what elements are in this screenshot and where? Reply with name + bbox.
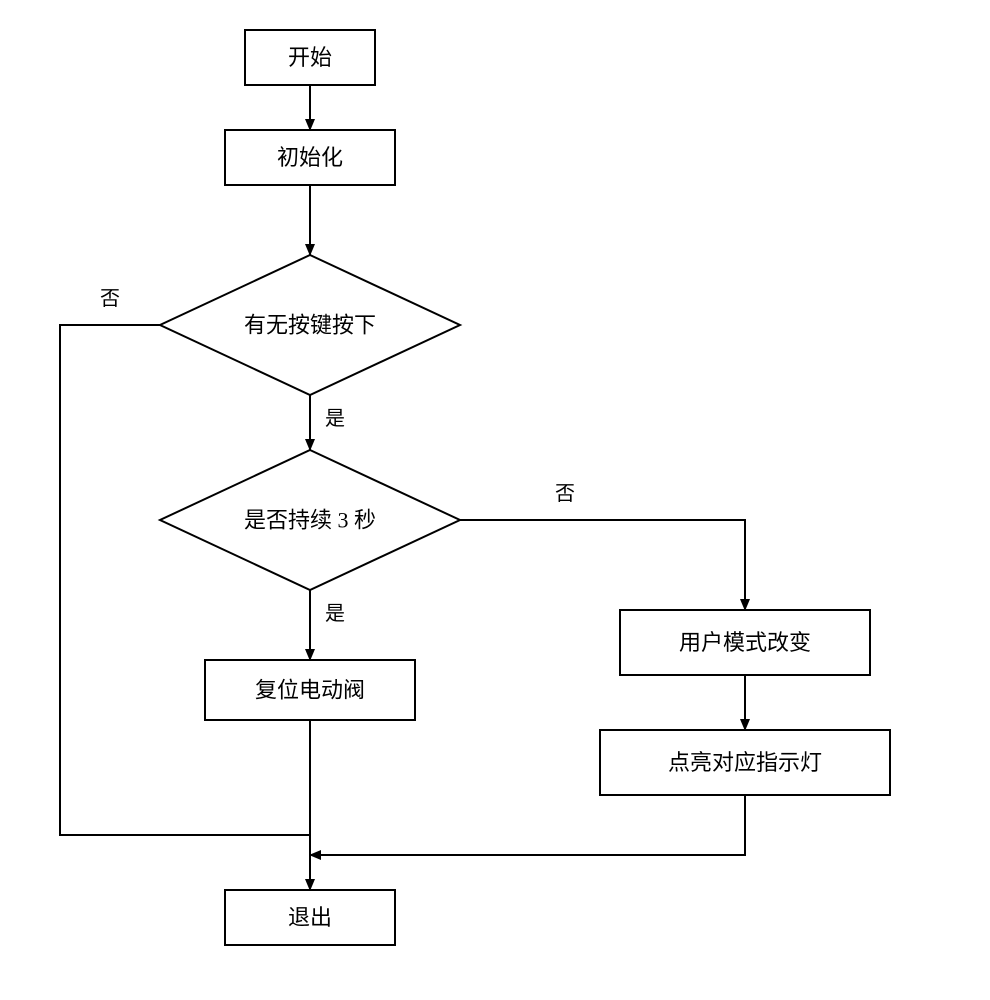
flow-node-label: 点亮对应指示灯 <box>668 750 822 775</box>
edge-label: 否 <box>555 483 575 505</box>
flow-node-label: 初始化 <box>277 145 343 170</box>
flow-node-label: 开始 <box>288 45 332 70</box>
flow-node-label: 是否持续 3 秒 <box>244 508 376 533</box>
flow-node-label: 用户模式改变 <box>679 630 811 655</box>
flow-node-label: 退出 <box>288 905 332 930</box>
flow-edge <box>460 520 745 610</box>
flow-edge <box>60 325 310 835</box>
edge-label: 否 <box>100 288 120 310</box>
flow-edge <box>310 795 745 855</box>
edge-label: 是 <box>325 408 345 430</box>
flow-node-label: 复位电动阀 <box>255 678 365 703</box>
edge-label: 是 <box>325 603 345 625</box>
flow-node-label: 有无按键按下 <box>244 313 376 338</box>
